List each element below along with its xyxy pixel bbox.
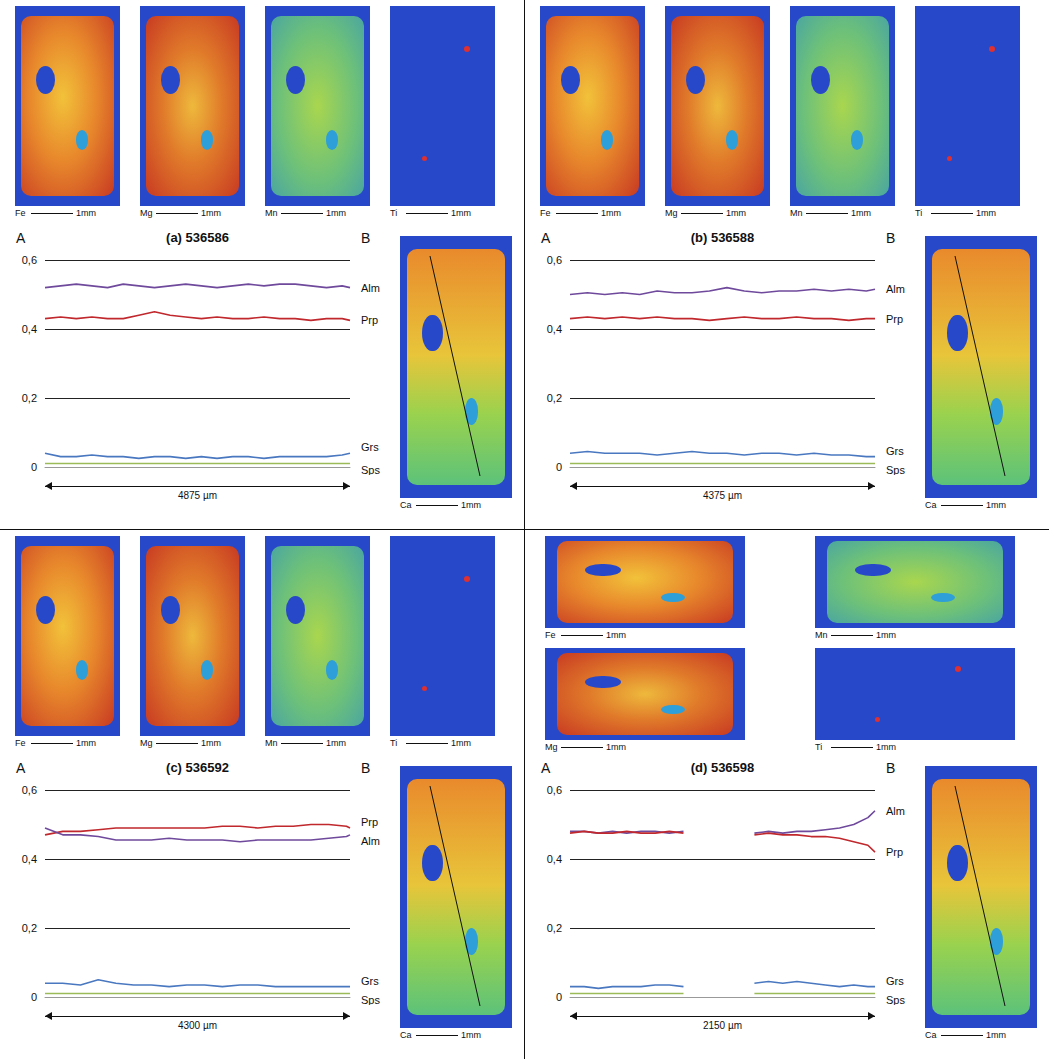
svg-text:0: 0 [31, 461, 37, 473]
svg-text:0,2: 0,2 [22, 922, 37, 934]
html-text:4875 µm: 4875 µm [177, 490, 218, 501]
html-text:1mm: 1mm [876, 742, 896, 752]
svg-text:Sps: Sps [361, 464, 380, 475]
html-text:A: A [16, 230, 26, 246]
svg-text:Grs: Grs [886, 445, 904, 457]
html-text:B: B [361, 230, 371, 246]
html-text:Mg: Mg [665, 208, 678, 218]
html-text:1mm: 1mm [451, 208, 471, 218]
html-text:A: A [16, 760, 26, 776]
html-text:1mm: 1mm [876, 630, 896, 640]
svg-text:0: 0 [556, 461, 562, 473]
svg-text:Alm: Alm [361, 282, 380, 294]
html-text:1mm: 1mm [201, 208, 221, 218]
html-text:A: A [541, 760, 551, 776]
html-text:1mm: 1mm [606, 742, 626, 752]
html-text:Ti: Ti [915, 208, 923, 218]
svg-text:0,4: 0,4 [22, 853, 37, 865]
svg-text:Alm: Alm [361, 835, 380, 847]
html-text:(a) 536586: (a) 536586 [166, 230, 229, 245]
svg-text:0,2: 0,2 [547, 922, 562, 934]
svg-text:0: 0 [31, 991, 37, 1003]
html-text:1mm: 1mm [76, 738, 96, 748]
html-text:Mg: Mg [545, 742, 558, 752]
html-text:Mn: Mn [790, 208, 803, 218]
html-text:1mm: 1mm [726, 208, 746, 218]
html-text:B: B [886, 760, 896, 776]
html-text:2150 µm: 2150 µm [702, 1020, 743, 1031]
svg-text:0,6: 0,6 [547, 254, 562, 266]
html-text:1mm: 1mm [986, 500, 1006, 510]
html-text:1mm: 1mm [461, 1030, 481, 1040]
html-text:1mm: 1mm [76, 208, 96, 218]
html-text:Ca: Ca [400, 500, 412, 510]
svg-text:0,4: 0,4 [547, 323, 562, 335]
svg-text:Grs: Grs [361, 441, 379, 453]
html-text:B: B [361, 760, 371, 776]
html-text:1mm: 1mm [326, 208, 346, 218]
html-text:Ca: Ca [925, 1030, 937, 1040]
svg-text:Prp: Prp [886, 313, 903, 325]
html-text:1mm: 1mm [451, 738, 471, 748]
html-text:Fe: Fe [545, 630, 556, 640]
html-text:1mm: 1mm [601, 208, 621, 218]
html-text:Mn: Mn [265, 208, 278, 218]
svg-text:0,2: 0,2 [22, 392, 37, 404]
html-text:Ca: Ca [925, 500, 937, 510]
html-text:(b) 536588: (b) 536588 [690, 230, 755, 245]
html-text:4300 µm: 4300 µm [177, 1020, 218, 1031]
svg-text:Sps: Sps [361, 994, 380, 1005]
html-text:Ti: Ti [390, 738, 398, 748]
html-text:Mg: Mg [140, 208, 153, 218]
html-text:Fe: Fe [540, 208, 551, 218]
svg-text:0: 0 [556, 991, 562, 1003]
svg-text:0,4: 0,4 [547, 853, 562, 865]
html-text:Mn: Mn [815, 630, 828, 640]
html-text:Mn: Mn [265, 738, 278, 748]
svg-text:Grs: Grs [886, 975, 904, 987]
html-text:Fe: Fe [15, 208, 26, 218]
svg-text:Prp: Prp [886, 846, 903, 858]
svg-text:Prp: Prp [361, 816, 378, 828]
html-text:1mm: 1mm [201, 738, 221, 748]
svg-text:0,6: 0,6 [22, 784, 37, 796]
html-text:Ti: Ti [390, 208, 398, 218]
html-text:1mm: 1mm [326, 738, 346, 748]
html-text:Ti: Ti [815, 742, 823, 752]
html-text:1mm: 1mm [986, 1030, 1006, 1040]
svg-text:Grs: Grs [361, 975, 379, 987]
html-text:A: A [541, 230, 551, 246]
html-text:Fe: Fe [15, 738, 26, 748]
html-text:1mm: 1mm [976, 208, 996, 218]
html-text:B: B [886, 230, 896, 246]
svg-text:0,6: 0,6 [547, 784, 562, 796]
html-text:1mm: 1mm [606, 630, 626, 640]
svg-text:Alm: Alm [886, 283, 905, 295]
svg-text:Prp: Prp [361, 314, 378, 326]
html-text:Ca: Ca [400, 1030, 412, 1040]
html-text:1mm: 1mm [461, 500, 481, 510]
html-text:Mg: Mg [140, 738, 153, 748]
html-text:(d) 536598: (d) 536598 [690, 760, 755, 775]
html-text:1mm: 1mm [851, 208, 871, 218]
svg-text:0,4: 0,4 [22, 323, 37, 335]
svg-text:Sps: Sps [886, 994, 905, 1005]
svg-text:0,2: 0,2 [547, 392, 562, 404]
html-text:(c) 536592: (c) 536592 [166, 760, 229, 775]
html-text:4375 µm: 4375 µm [702, 490, 743, 501]
svg-text:0,6: 0,6 [22, 254, 37, 266]
svg-text:Alm: Alm [886, 805, 905, 817]
svg-text:Sps: Sps [886, 464, 905, 475]
